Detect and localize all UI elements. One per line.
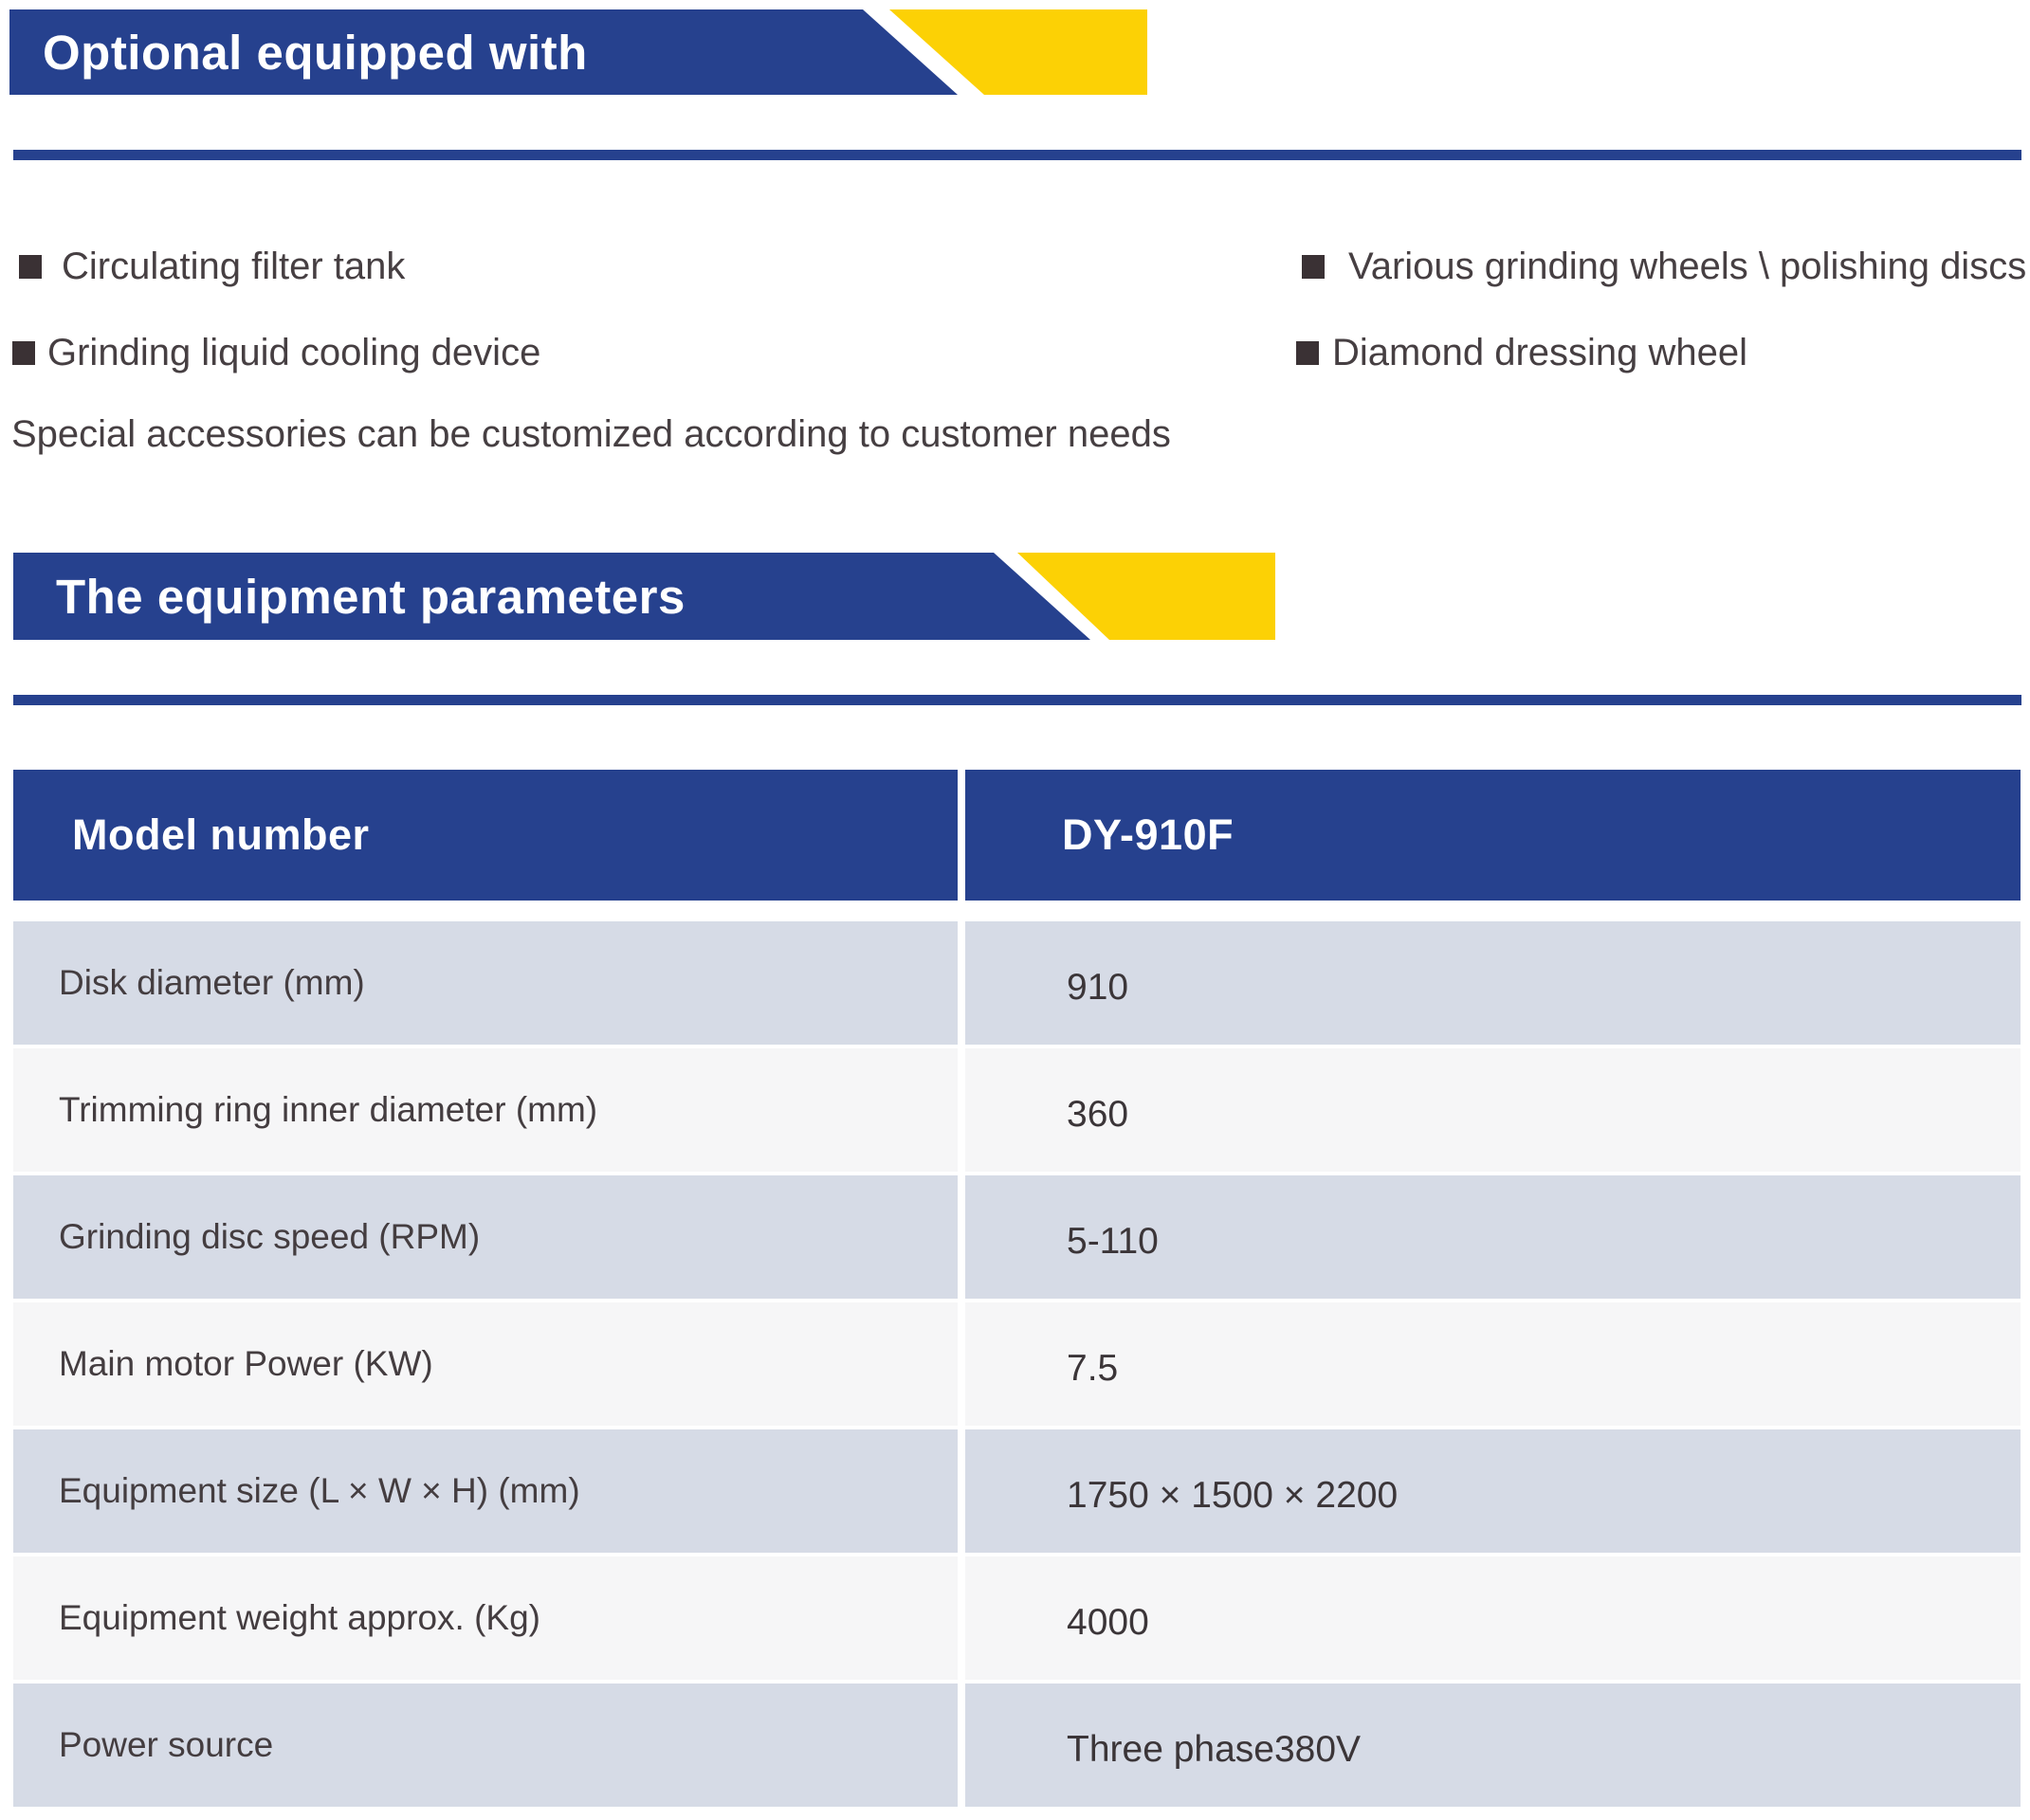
table-row: Grinding disc speed (RPM) 5-110 <box>13 1175 2021 1299</box>
bullet-square-icon <box>12 340 35 365</box>
row-value: 360 <box>1067 1094 1129 1135</box>
customization-note: Special accessories can be customized ac… <box>11 412 1171 455</box>
section-title-parameters: The equipment parameters <box>56 569 686 624</box>
section-header-parameters: The equipment parameters <box>13 553 1284 640</box>
column-divider <box>958 770 965 901</box>
row-value-cell: 7.5 <box>965 1302 2021 1426</box>
bullet-square-icon <box>19 254 42 279</box>
bullet-square-icon <box>1296 340 1319 365</box>
section-header-optional: Optional equipped with <box>9 9 1157 95</box>
row-label-cell: Grinding disc speed (RPM) <box>13 1175 958 1299</box>
row-label: Equipment weight approx. (Kg) <box>59 1598 540 1637</box>
row-value: 1750 × 1500 × 2200 <box>1067 1475 1399 1516</box>
bullet-square-icon <box>1302 254 1325 279</box>
row-value: 910 <box>1067 967 1129 1008</box>
row-label-cell: Equipment weight approx. (Kg) <box>13 1556 958 1680</box>
column-divider <box>958 1556 965 1680</box>
list-item-label: Diamond dressing wheel <box>1332 331 1748 373</box>
column-divider <box>958 1302 965 1426</box>
list-item: Circulating filter tank <box>19 243 405 290</box>
row-value-cell: Three phase380V <box>965 1684 2021 1807</box>
table-header-value-cell: DY-910F <box>965 770 2021 901</box>
list-item-label: Various grinding wheels \ polishing disc… <box>1348 245 2027 287</box>
column-divider <box>958 1684 965 1807</box>
list-item: Diamond dressing wheel <box>1296 329 1747 376</box>
row-label-cell: Trimming ring inner diameter (mm) <box>13 1048 958 1172</box>
section-title-optional: Optional equipped with <box>43 25 588 80</box>
row-value: 5-110 <box>1067 1221 1159 1262</box>
list-item: Grinding liquid cooling device <box>12 329 540 376</box>
table-row: Trimming ring inner diameter (mm) 360 <box>13 1048 2021 1172</box>
row-value-cell: 1750 × 1500 × 2200 <box>965 1429 2021 1553</box>
column-divider <box>958 1048 965 1172</box>
model-number-header: Model number <box>72 810 370 859</box>
row-value-cell: 4000 <box>965 1556 2021 1680</box>
row-value: 7.5 <box>1067 1348 1119 1389</box>
row-label: Equipment size (L × W × H) (mm) <box>59 1471 580 1510</box>
table-row: Equipment weight approx. (Kg) 4000 <box>13 1556 2021 1680</box>
row-label-cell: Power source <box>13 1684 958 1807</box>
row-value-cell: 5-110 <box>965 1175 2021 1299</box>
divider-rule <box>13 150 2021 160</box>
table-body: Disk diameter (mm) 910 Trimming ring inn… <box>13 921 2021 1807</box>
table-row: Power source Three phase380V <box>13 1684 2021 1807</box>
column-divider <box>958 1429 965 1553</box>
list-item-label: Circulating filter tank <box>62 245 406 287</box>
row-value-cell: 910 <box>965 921 2021 1045</box>
row-label: Power source <box>59 1725 274 1764</box>
column-divider <box>958 921 965 1045</box>
row-label-cell: Main motor Power (KW) <box>13 1302 958 1426</box>
divider-rule <box>13 695 2021 705</box>
banner-blue-shape <box>9 9 958 95</box>
table-header-row: Model number DY-910F <box>13 770 2021 901</box>
row-label: Grinding disc speed (RPM) <box>59 1217 481 1256</box>
row-value: 4000 <box>1067 1602 1149 1643</box>
row-label-cell: Equipment size (L × W × H) (mm) <box>13 1429 958 1553</box>
list-item-label: Grinding liquid cooling device <box>47 331 541 373</box>
row-label-cell: Disk diameter (mm) <box>13 921 958 1045</box>
model-number-value: DY-910F <box>1062 810 1234 859</box>
table-row: Equipment size (L × W × H) (mm) 1750 × 1… <box>13 1429 2021 1553</box>
row-value: Three phase380V <box>1067 1729 1362 1770</box>
row-label: Main motor Power (KW) <box>59 1344 433 1383</box>
row-label: Trimming ring inner diameter (mm) <box>59 1090 598 1129</box>
table-row: Disk diameter (mm) 910 <box>13 921 2021 1045</box>
table-row: Main motor Power (KW) 7.5 <box>13 1302 2021 1426</box>
table-header-label-cell: Model number <box>13 770 958 901</box>
column-divider <box>958 1175 965 1299</box>
parameters-table: Model number DY-910F Disk diameter (mm) … <box>13 770 2021 1807</box>
banner-blue-shape <box>13 553 1090 640</box>
row-label: Disk diameter (mm) <box>59 963 365 1002</box>
row-value-cell: 360 <box>965 1048 2021 1172</box>
list-item: Various grinding wheels \ polishing disc… <box>1302 243 2026 290</box>
